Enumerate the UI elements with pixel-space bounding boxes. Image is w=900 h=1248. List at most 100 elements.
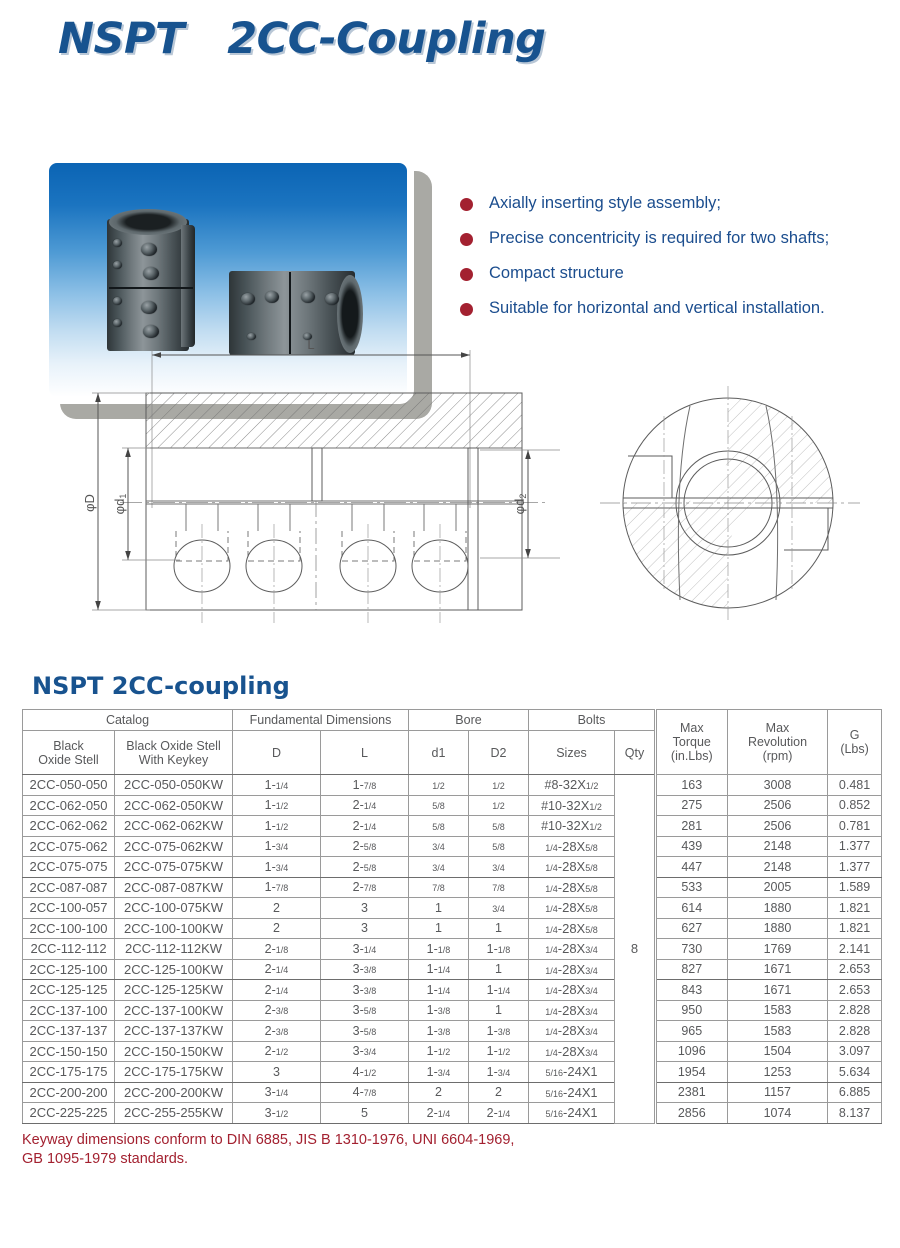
cell-bolt-size: 1/4-28X3/4: [528, 979, 615, 1001]
cell-weight: 0.481: [827, 774, 882, 796]
cell-max-torque: 281: [655, 815, 728, 837]
cell-dimension-d: 2-3/8: [232, 999, 321, 1021]
cell-dimension-d: 1-3/4: [232, 856, 321, 878]
footnote: Keyway dimensions conform to DIN 6885, J…: [22, 1131, 515, 1168]
cell-weight: 6.885: [827, 1081, 882, 1103]
cell-catalog-keyway: 2CC-075-075KW: [114, 856, 233, 878]
column-header-weight: G (Lbs): [827, 709, 882, 775]
cell-bore-d1: 1-3/4: [408, 1061, 469, 1083]
group-header-bore: Bore: [408, 709, 529, 731]
cell-weight: 1.589: [827, 876, 882, 898]
group-header-fundamental-dimensions: Fundamental Dimensions: [232, 709, 409, 731]
cell-catalog-black-oxide: 2CC-075-062: [22, 835, 115, 857]
cell-max-revolution: 1880: [726, 897, 829, 919]
cell-max-torque: 730: [655, 938, 728, 960]
cell-catalog-keyway: 2CC-137-137KW: [114, 1020, 233, 1042]
table-row: 2CC-150-150 2CC-150-150KW 2-1/2 3-3/4 1-1/2 1…: [22, 1040, 882, 1062]
cell-bolt-size: #10-32X1/2: [528, 794, 615, 816]
cell-weight: 1.821: [827, 917, 882, 939]
cell-dimension-l: 4-1/2: [320, 1061, 409, 1083]
cell-bore-d2: 1-1/4: [468, 979, 529, 1001]
cell-max-revolution: 1583: [726, 1020, 829, 1042]
dimension-label-bore-d1: φd1: [112, 494, 128, 515]
cell-dimension-d: 2-3/8: [232, 1020, 321, 1042]
table-row: 2CC-200-200 2CC-200-200KW 3-1/4 4-7/8 2 2 5/16…: [22, 1081, 882, 1103]
group-header-catalog: Catalog: [22, 709, 233, 731]
cell-catalog-black-oxide: 2CC-050-050: [22, 774, 115, 796]
cell-catalog-black-oxide: 2CC-175-175: [22, 1061, 115, 1083]
cell-max-revolution: 2506: [726, 794, 829, 816]
cell-weight: 1.377: [827, 835, 882, 857]
cell-max-revolution: 1671: [726, 979, 829, 1001]
cell-catalog-black-oxide: 2CC-137-100: [22, 999, 115, 1021]
column-header-d1: d1: [408, 730, 469, 775]
cell-catalog-keyway: 2CC-087-087KW: [114, 876, 233, 898]
cell-dimension-l: 3: [320, 897, 409, 919]
cell-catalog-black-oxide: 2CC-200-200: [22, 1081, 115, 1103]
cell-max-revolution: 1671: [726, 958, 829, 980]
cell-weight: 2.828: [827, 999, 882, 1021]
cell-bolt-size: 1/4-28X3/4: [528, 1020, 615, 1042]
table-row: 2CC-062-050 2CC-062-050KW 1-1/2 2-1/4 5/8 1/2…: [22, 794, 882, 816]
cell-bore-d2: 1: [468, 958, 529, 980]
product-photo-frame: [42, 156, 414, 404]
cell-dimension-l: 2-1/4: [320, 815, 409, 837]
cell-dimension-d: 2-1/4: [232, 958, 321, 980]
cell-catalog-black-oxide: 2CC-087-087: [22, 876, 115, 898]
cell-dimension-d: 3-1/2: [232, 1102, 321, 1124]
bullet-dot-icon: [460, 267, 473, 281]
cell-catalog-keyway: 2CC-050-050KW: [114, 774, 233, 796]
cell-bolt-qty: 8: [614, 774, 655, 1124]
cell-bore-d1: 1-1/8: [408, 938, 469, 960]
cell-catalog-keyway: 2CC-112-112KW: [114, 938, 233, 960]
cell-catalog-keyway: 2CC-100-100KW: [114, 917, 233, 939]
group-header-bolts: Bolts: [528, 709, 655, 731]
cell-max-revolution: 1253: [726, 1061, 829, 1083]
cell-dimension-l: 3-5/8: [320, 1020, 409, 1042]
cell-catalog-keyway: 2CC-100-075KW: [114, 897, 233, 919]
page-title: NSPT 2CC-Coupling: [58, 14, 546, 64]
cell-max-torque: 447: [655, 856, 728, 878]
cell-bore-d2: 1-1/2: [468, 1040, 529, 1062]
cell-max-revolution: 2148: [726, 835, 829, 857]
cell-weight: 0.781: [827, 815, 882, 837]
cell-bore-d1: 1: [408, 897, 469, 919]
cell-catalog-black-oxide: 2CC-125-125: [22, 979, 115, 1001]
cell-catalog-black-oxide: 2CC-225-225: [22, 1102, 115, 1124]
cell-bolt-size: 1/4-28X5/8: [528, 835, 615, 857]
bullet-dot-icon: [460, 232, 473, 246]
bullet-dot-icon: [460, 302, 473, 316]
cell-bolt-size: 5/16-24X1: [528, 1102, 615, 1124]
cell-max-torque: 1954: [655, 1061, 728, 1083]
feature-item: Axially inserting style assembly;: [460, 194, 890, 213]
cell-bolt-size: #10-32X1/2: [528, 815, 615, 837]
cell-bore-d1: 1-1/4: [408, 979, 469, 1001]
cell-bore-d2: 1: [468, 999, 529, 1021]
cell-weight: 2.653: [827, 979, 882, 1001]
cell-max-torque: 843: [655, 979, 728, 1001]
cell-catalog-keyway: 2CC-175-175KW: [114, 1061, 233, 1083]
cell-bolt-size: 1/4-28X5/8: [528, 897, 615, 919]
table-row: 2CC-125-100 2CC-125-100KW 2-1/4 3-3/8 1-1/4 1…: [22, 958, 882, 980]
cell-max-revolution: 2506: [726, 815, 829, 837]
product-photo: [49, 163, 407, 397]
cell-bore-d2: 1: [468, 917, 529, 939]
cell-bore-d1: 1: [408, 917, 469, 939]
cell-max-torque: 950: [655, 999, 728, 1021]
cell-dimension-l: 2-7/8: [320, 876, 409, 898]
table-title: NSPT 2CC-coupling: [32, 672, 290, 700]
column-header-qty: Qty: [614, 730, 655, 775]
column-header-max-revolution: Max Revolution (rpm): [726, 709, 829, 775]
feature-text: Axially inserting style assembly;: [489, 194, 721, 212]
cell-catalog-black-oxide: 2CC-137-137: [22, 1020, 115, 1042]
cell-max-torque: 614: [655, 897, 728, 919]
cell-bolt-size: 1/4-28X5/8: [528, 876, 615, 898]
cell-max-torque: 163: [655, 774, 728, 796]
column-header-sizes: Sizes: [528, 730, 615, 775]
cell-bore-d2: 1-3/4: [468, 1061, 529, 1083]
cell-dimension-l: 3: [320, 917, 409, 939]
cell-catalog-keyway: 2CC-062-062KW: [114, 815, 233, 837]
feature-text: Suitable for horizontal and vertical ins…: [489, 298, 825, 317]
cell-catalog-keyway: 2CC-125-125KW: [114, 979, 233, 1001]
cell-max-revolution: 2005: [726, 876, 829, 898]
